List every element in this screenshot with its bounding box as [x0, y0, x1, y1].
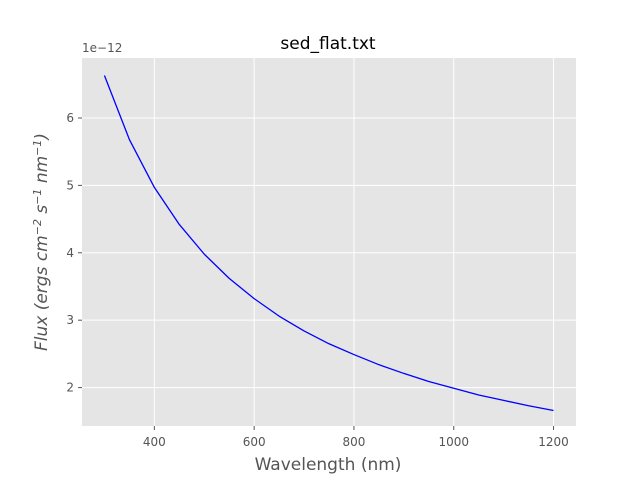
- y-gridlines: [82, 117, 576, 389]
- y-tick-label: 2: [66, 381, 74, 395]
- x-gridlines: [153, 58, 555, 426]
- chart-title: sed_flat.txt: [280, 34, 376, 54]
- y-tick-label: 6: [66, 111, 74, 125]
- y-axis-offset-label: 1e−12: [82, 41, 122, 55]
- x-tick-label: 600: [243, 435, 266, 449]
- series-line-0: [103, 75, 554, 412]
- x-tick-label: 400: [143, 435, 166, 449]
- x-tick-label: 1200: [538, 435, 569, 449]
- x-tick-label: 1000: [438, 435, 469, 449]
- y-tick-label: 5: [66, 178, 74, 192]
- y-tick-label: 4: [66, 246, 74, 260]
- x-axis-label: Wavelength (nm): [255, 455, 402, 475]
- y-tick-label: 3: [66, 313, 74, 327]
- plot-area: [82, 58, 576, 426]
- y-axis-label: Flux (ergs cm−2 s−1 nm−1): [31, 133, 53, 351]
- series-layer: [103, 75, 554, 412]
- x-axis-ticks: 400 600 800 1000 1200: [143, 426, 569, 449]
- y-axis-ticks: 2 3 4 5 6: [66, 111, 82, 395]
- x-tick-label: 800: [342, 435, 365, 449]
